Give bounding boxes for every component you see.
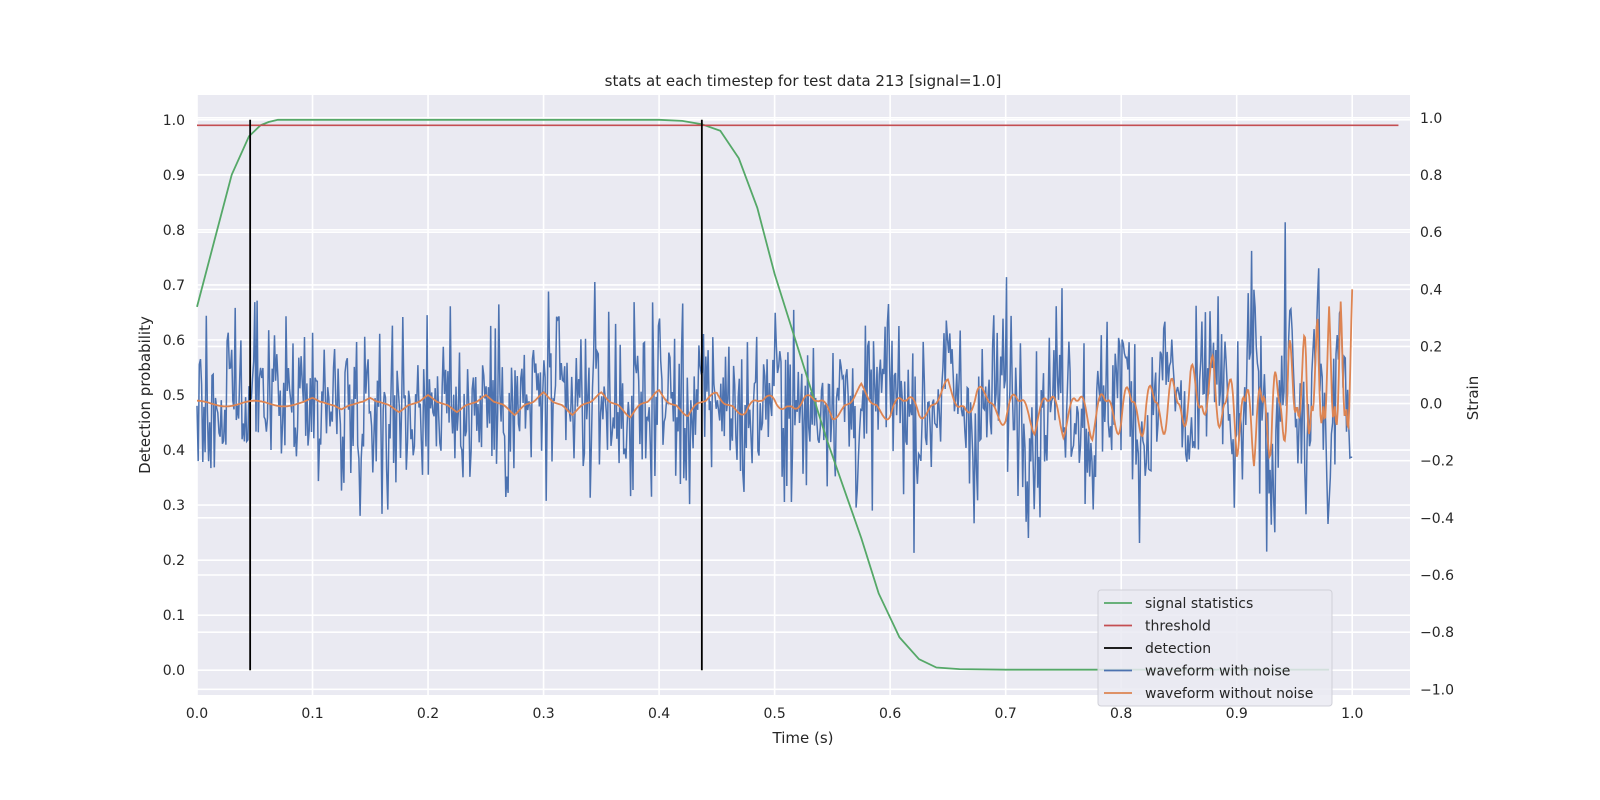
legend-label: waveform without noise — [1145, 686, 1313, 702]
chart-title: stats at each timestep for test data 213… — [605, 72, 1002, 90]
x-tick-label: 1.0 — [1341, 706, 1363, 722]
y-left-tick-label: 0.3 — [163, 498, 185, 514]
y-right-tick-label: 0.0 — [1420, 397, 1442, 413]
legend-label: signal statistics — [1145, 596, 1253, 612]
chart-legend: signal statistics threshold detection wavef… — [1097, 589, 1333, 707]
x-tick-label: 0.0 — [186, 706, 208, 722]
y-axis-right-ticks: −1.0 −0.8 −0.6 −0.4 −0.2 0.0 0.2 0.4 0.6 0.8 1.0 — [1420, 111, 1454, 698]
x-tick-label: 0.7 — [995, 706, 1017, 722]
y-right-tick-label: −0.2 — [1420, 454, 1454, 470]
y-axis-left-label: Detection probability — [136, 316, 154, 474]
y-right-tick-label: 1.0 — [1420, 111, 1442, 127]
x-tick-label: 0.2 — [417, 706, 439, 722]
y-right-tick-label: −0.4 — [1420, 511, 1454, 527]
y-left-tick-label: 0.4 — [163, 443, 185, 459]
y-axis-right-label: Strain — [1464, 376, 1482, 420]
y-right-tick-label: 0.4 — [1420, 282, 1442, 298]
y-right-tick-label: 0.8 — [1420, 168, 1442, 184]
legend-label: detection — [1145, 641, 1211, 657]
y-left-tick-label: 0.7 — [163, 278, 185, 294]
legend-box — [1097, 589, 1333, 707]
y-left-tick-label: 0.0 — [163, 663, 185, 679]
x-tick-label: 0.3 — [532, 706, 554, 722]
waveform-with-noise-line — [196, 222, 1353, 553]
y-left-tick-label: 0.2 — [163, 553, 185, 569]
y-right-tick-label: 0.6 — [1420, 225, 1442, 241]
signal-statistics-line — [196, 118, 1330, 671]
x-axis-label: Time (s) — [772, 729, 834, 747]
x-tick-label: 0.1 — [301, 706, 323, 722]
waveform-without-noise-line — [197, 289, 1354, 467]
x-tick-label: 0.9 — [1226, 706, 1248, 722]
series-layer — [196, 118, 1399, 671]
y-right-tick-label: −0.6 — [1420, 568, 1454, 584]
y-left-tick-label: 0.1 — [163, 608, 185, 624]
y-axis-left-ticks: 0.0 0.1 0.2 0.3 0.4 0.5 0.6 0.7 0.8 0.9 1.0 — [163, 113, 185, 679]
legend-label: threshold — [1145, 619, 1211, 635]
x-tick-label: 0.5 — [763, 706, 785, 722]
x-tick-label: 0.4 — [648, 706, 670, 722]
x-axis-ticks: 0.0 0.1 0.2 0.3 0.4 0.5 0.6 0.7 0.8 0.9 1.0 — [186, 706, 1364, 722]
y-left-tick-label: 0.9 — [163, 168, 185, 184]
y-left-tick-label: 0.5 — [163, 388, 185, 404]
y-left-tick-label: 0.8 — [163, 223, 185, 239]
y-left-tick-label: 0.6 — [163, 333, 185, 349]
y-right-tick-label: 0.2 — [1420, 339, 1442, 355]
x-tick-label: 0.8 — [1110, 706, 1132, 722]
y-right-tick-label: −0.8 — [1420, 625, 1454, 641]
y-right-tick-label: −1.0 — [1420, 682, 1454, 698]
x-tick-label: 0.6 — [879, 706, 901, 722]
legend-label: waveform with noise — [1145, 664, 1290, 680]
y-left-tick-label: 1.0 — [163, 113, 185, 129]
